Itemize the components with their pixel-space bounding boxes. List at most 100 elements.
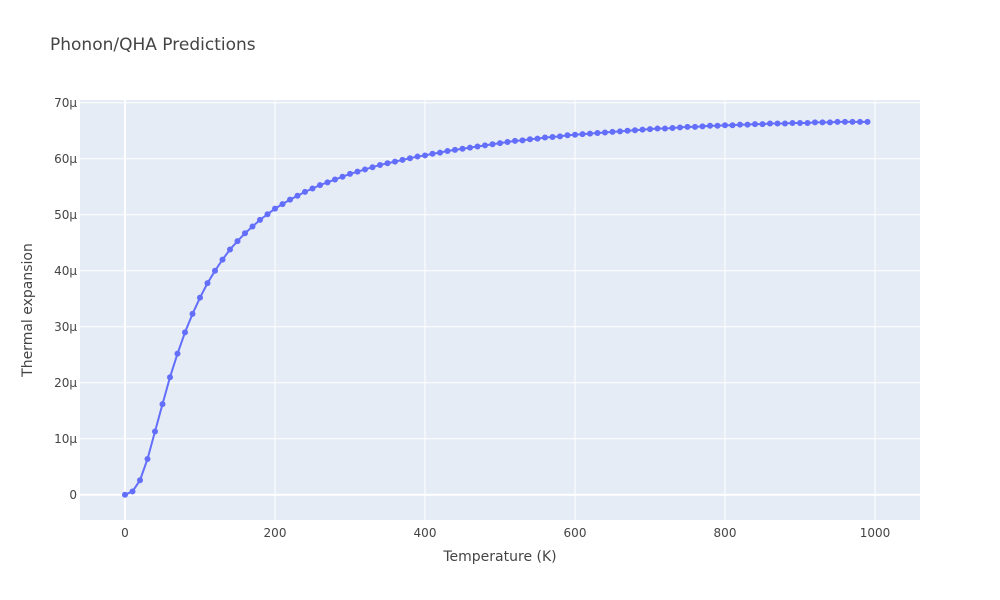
y-tick-label: 50μ xyxy=(54,208,77,222)
data-point xyxy=(834,118,841,125)
data-point xyxy=(444,147,451,154)
data-point xyxy=(819,119,826,126)
data-point xyxy=(587,130,593,137)
data-point xyxy=(309,185,316,192)
data-point xyxy=(579,131,586,138)
gridlines xyxy=(80,100,920,520)
data-point xyxy=(744,121,751,128)
data-point xyxy=(384,160,391,167)
data-point xyxy=(632,127,638,134)
data-point xyxy=(677,124,683,131)
data-point xyxy=(459,145,466,152)
data-point xyxy=(797,119,803,126)
data-point xyxy=(197,294,203,301)
data-point xyxy=(767,120,773,127)
data-point xyxy=(317,182,323,189)
data-point xyxy=(497,140,503,147)
data-point xyxy=(362,166,368,173)
data-point xyxy=(827,119,833,126)
data-point xyxy=(594,130,601,137)
data-point xyxy=(414,153,421,160)
data-point xyxy=(204,280,211,287)
data-point xyxy=(182,329,188,336)
data-point xyxy=(722,122,728,129)
x-tick-label: 1000 xyxy=(860,526,891,540)
data-point xyxy=(302,188,308,195)
data-point xyxy=(219,256,226,263)
data-point xyxy=(234,238,241,245)
data-point xyxy=(452,146,458,153)
data-point xyxy=(227,246,233,253)
y-tick-label: 10μ xyxy=(54,432,77,446)
data-point xyxy=(437,149,443,156)
data-point xyxy=(707,122,713,129)
data-point xyxy=(752,121,758,128)
y-tick-label: 60μ xyxy=(54,152,77,166)
data-point xyxy=(729,122,736,129)
data-point xyxy=(474,143,481,150)
data-point xyxy=(602,129,608,136)
data-point xyxy=(849,118,856,125)
data-point xyxy=(377,161,383,168)
data-point xyxy=(557,133,563,140)
data-point xyxy=(279,201,286,208)
data-point xyxy=(714,122,721,129)
data-point xyxy=(212,267,218,274)
x-axis-title: Temperature (K) xyxy=(442,549,556,565)
data-point xyxy=(467,144,473,151)
data-point xyxy=(129,488,136,495)
data-point xyxy=(324,179,331,186)
data-point xyxy=(347,170,353,177)
data-point xyxy=(354,168,361,175)
x-tick-label: 0 xyxy=(121,526,129,540)
data-point xyxy=(519,137,526,144)
data-point xyxy=(489,141,496,148)
data-point xyxy=(647,126,653,133)
series-group xyxy=(122,118,871,498)
data-point xyxy=(152,428,158,435)
data-point xyxy=(617,128,623,135)
data-point xyxy=(804,119,811,126)
data-point xyxy=(654,125,661,132)
y-axis-title: Thermal expansion xyxy=(20,243,36,378)
x-tick-label: 400 xyxy=(414,526,437,540)
data-point xyxy=(774,120,781,127)
series-line xyxy=(124,120,868,496)
data-point xyxy=(287,196,293,203)
data-point xyxy=(422,152,428,159)
x-tick-label: 800 xyxy=(714,526,737,540)
data-point xyxy=(144,455,151,462)
data-point xyxy=(504,139,511,145)
data-point xyxy=(699,123,706,130)
chart-title: Phonon/QHA Predictions xyxy=(50,35,256,55)
data-point xyxy=(812,119,818,126)
data-point xyxy=(669,125,676,131)
data-point xyxy=(542,134,548,141)
data-point xyxy=(842,118,848,125)
data-point xyxy=(369,164,376,171)
tick-labels: 0 200 400 600 800 1000 0 10μ 20μ 30μ 40μ 50μ 60μ 70μ xyxy=(54,96,890,540)
data-point xyxy=(737,121,743,128)
data-point xyxy=(339,173,346,180)
data-point xyxy=(429,150,436,157)
data-point xyxy=(392,158,398,165)
plot-background xyxy=(80,100,920,520)
data-point xyxy=(174,350,181,357)
data-point xyxy=(782,120,788,127)
data-point xyxy=(864,118,871,125)
data-point xyxy=(789,119,796,126)
data-point xyxy=(759,121,766,128)
data-point xyxy=(684,123,691,130)
data-point xyxy=(692,123,698,130)
data-point xyxy=(137,477,143,484)
data-point xyxy=(572,131,578,138)
data-point xyxy=(482,142,488,149)
data-point xyxy=(242,230,248,237)
data-point xyxy=(512,137,518,144)
data-point xyxy=(272,205,278,212)
x-tick-label: 600 xyxy=(564,526,587,540)
data-point xyxy=(549,133,556,140)
data-point xyxy=(189,310,196,317)
data-point xyxy=(857,118,863,125)
